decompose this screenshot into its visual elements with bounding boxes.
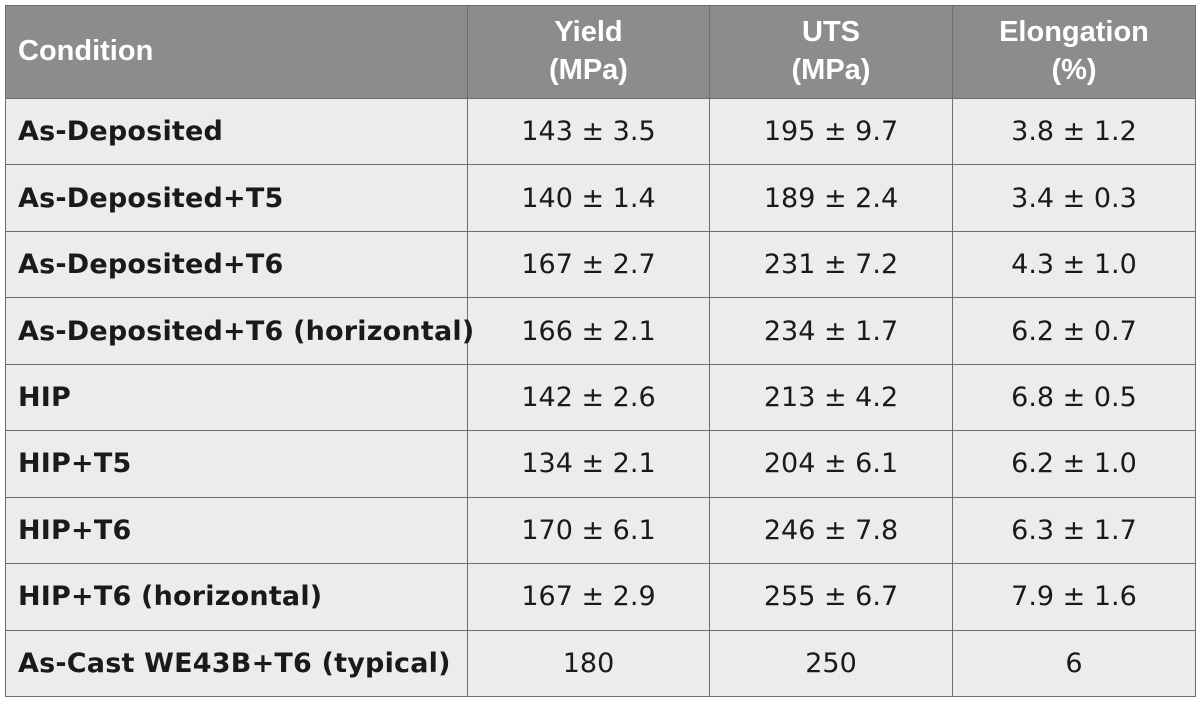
condition-cell: As-Cast WE43B+T6 (typical) (5, 629, 468, 697)
elongation-cell: 7.9 ± 1.6 (952, 563, 1196, 631)
header-uts-label: UTS (802, 16, 860, 49)
header-yield: Yield (MPa) (467, 5, 710, 99)
yield-cell: 143 ± 3.5 (467, 97, 710, 166)
uts-cell: 250 (709, 629, 953, 697)
yield-cell: 142 ± 2.6 (467, 363, 710, 432)
table-header-row: Condition Yield (MPa) UTS (MPa) Elongati… (5, 5, 1196, 99)
elongation-cell: 6 (952, 629, 1196, 697)
header-condition-label: Condition (18, 35, 154, 68)
yield-cell: 167 ± 2.7 (467, 230, 710, 299)
elongation-cell: 6.2 ± 1.0 (952, 430, 1196, 498)
condition-cell: HIP (5, 363, 468, 432)
header-condition: Condition (5, 5, 468, 99)
condition-cell: As-Deposited (5, 97, 468, 166)
yield-cell: 140 ± 1.4 (467, 164, 710, 232)
condition-cell: As-Deposited+T5 (5, 164, 468, 232)
elongation-cell: 6.8 ± 0.5 (952, 363, 1196, 432)
table-row: HIP+T6 170 ± 6.1 246 ± 7.8 6.3 ± 1.7 (5, 496, 1196, 565)
condition-cell: HIP+T5 (5, 430, 468, 498)
uts-cell: 213 ± 4.2 (709, 363, 953, 432)
table-row: HIP+T6 (horizontal) 167 ± 2.9 255 ± 6.7 … (5, 563, 1196, 631)
table-row: HIP+T5 134 ± 2.1 204 ± 6.1 6.2 ± 1.0 (5, 430, 1196, 498)
table-row: As-Cast WE43B+T6 (typical) 180 250 6 (5, 629, 1196, 697)
yield-cell: 134 ± 2.1 (467, 430, 710, 498)
properties-table-container: Condition Yield (MPa) UTS (MPa) Elongati… (5, 5, 1196, 697)
condition-cell: As-Deposited+T6 (horizontal) (5, 297, 474, 365)
elongation-cell: 4.3 ± 1.0 (952, 230, 1196, 299)
elongation-cell: 6.2 ± 0.7 (952, 297, 1196, 365)
uts-cell: 234 ± 1.7 (709, 297, 953, 365)
condition-cell: HIP+T6 (5, 496, 468, 565)
header-uts-unit: (MPa) (791, 54, 871, 86)
header-uts: UTS (MPa) (709, 5, 953, 99)
yield-cell: 180 (467, 629, 710, 697)
mechanical-properties-table: Condition Yield (MPa) UTS (MPa) Elongati… (5, 5, 1196, 697)
header-elongation-label: Elongation (999, 16, 1149, 49)
header-elongation: Elongation (%) (952, 5, 1196, 99)
header-yield-label: Yield (554, 16, 623, 49)
table-row: As-Deposited 143 ± 3.5 195 ± 9.7 3.8 ± 1… (5, 97, 1196, 166)
condition-cell: HIP+T6 (horizontal) (5, 563, 468, 631)
header-elongation-unit: (%) (1051, 54, 1097, 86)
yield-cell: 166 ± 2.1 (467, 297, 710, 365)
elongation-cell: 3.8 ± 1.2 (952, 97, 1196, 166)
table-row: As-Deposited+T6 167 ± 2.7 231 ± 7.2 4.3 … (5, 230, 1196, 299)
uts-cell: 231 ± 7.2 (709, 230, 953, 299)
uts-cell: 195 ± 9.7 (709, 97, 953, 166)
table-row: As-Deposited+T5 140 ± 1.4 189 ± 2.4 3.4 … (5, 164, 1196, 232)
elongation-cell: 6.3 ± 1.7 (952, 496, 1196, 565)
elongation-cell: 3.4 ± 0.3 (952, 164, 1196, 232)
uts-cell: 204 ± 6.1 (709, 430, 953, 498)
table-row: As-Deposited+T6 (horizontal) 166 ± 2.1 2… (5, 297, 1196, 365)
table-row: HIP 142 ± 2.6 213 ± 4.2 6.8 ± 0.5 (5, 363, 1196, 432)
yield-cell: 170 ± 6.1 (467, 496, 710, 565)
condition-cell: As-Deposited+T6 (5, 230, 468, 299)
uts-cell: 189 ± 2.4 (709, 164, 953, 232)
header-yield-unit: (MPa) (549, 54, 628, 86)
yield-cell: 167 ± 2.9 (467, 563, 710, 631)
uts-cell: 246 ± 7.8 (709, 496, 953, 565)
uts-cell: 255 ± 6.7 (709, 563, 953, 631)
